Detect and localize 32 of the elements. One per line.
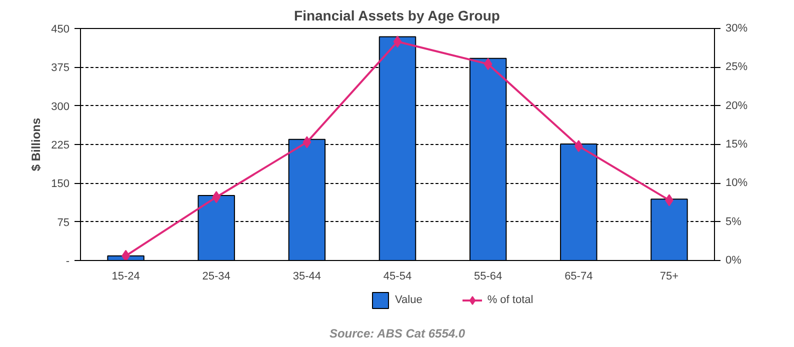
y2-tick-label: 0% — [726, 254, 742, 266]
y2-tick-label: 30% — [726, 22, 748, 34]
x-tick-label: 65-74 — [564, 270, 593, 282]
y-tick-label: 75 — [57, 216, 70, 229]
point — [484, 58, 492, 70]
x-tick-label: 55-64 — [474, 270, 502, 282]
point — [212, 191, 221, 204]
x-tick-label: 45-54 — [383, 270, 412, 282]
y2-tick-label: 10% — [726, 177, 748, 190]
point — [393, 36, 402, 48]
source-note: Source: ABS Cat 6554.0 — [329, 326, 466, 340]
x-tick-label: 25-34 — [202, 270, 230, 282]
y-tick-label: - — [66, 256, 70, 268]
y-tick-label: 150 — [51, 178, 70, 190]
y-tick-label: 375 — [51, 62, 70, 74]
y-tick-label: 450 — [51, 24, 70, 36]
legend-label: % of total — [487, 294, 534, 306]
x-tick-label: 35-44 — [292, 270, 321, 282]
point — [302, 136, 312, 148]
y2-tick-label: 5% — [726, 216, 742, 228]
y2-tick-label: 15% — [726, 138, 748, 150]
x-tick-label: 15-24 — [112, 270, 140, 282]
x-tick-label: 75+ — [660, 270, 679, 282]
legend-label: Value — [395, 294, 422, 306]
y-tick-label: 225 — [51, 140, 70, 152]
y2-tick-label: 20% — [726, 100, 748, 112]
point — [122, 250, 130, 260]
y2-tick-label: 25% — [726, 61, 748, 74]
y-axis-title: $ Billions — [29, 118, 44, 172]
point — [574, 140, 583, 152]
y-tick-label: 300 — [51, 100, 70, 113]
chart-title: Financial Assets by Age Group — [294, 8, 500, 24]
